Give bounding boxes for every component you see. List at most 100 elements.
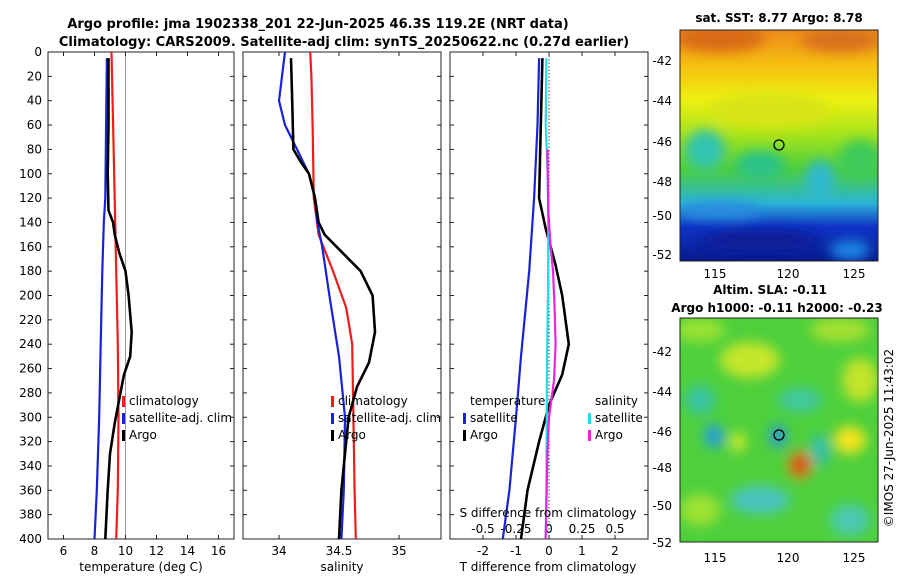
temperature-series-climatology	[110, 51, 120, 540]
difference-secondary-xtick-label: 0	[545, 522, 553, 536]
sla-xtick: 120	[777, 551, 800, 565]
legend-title-temperature: temperature	[470, 394, 545, 408]
temperature-series-satellite-adj-clim	[93, 58, 108, 540]
legend-swatch-s-satellite	[588, 413, 591, 424]
depth-tick-label: 260	[19, 362, 42, 376]
legend-label: climatology	[129, 394, 199, 408]
sla-ytick: -46	[652, 425, 672, 439]
depth-tick-label: 40	[27, 94, 42, 108]
sst-argo-marker	[773, 139, 785, 151]
difference-xlabel-top: S difference from climatology	[460, 506, 637, 520]
depth-tick-label: 320	[19, 435, 42, 449]
depth-tick-label: 80	[27, 142, 42, 156]
legend-label: Argo	[470, 428, 498, 442]
salinity-xtick-label: 35	[391, 544, 406, 558]
temperature-legend: climatology satellite-adj. clim Argo	[122, 394, 232, 442]
salinity-series-climatology	[309, 51, 357, 540]
difference-chart: -2 -1 0 1 2-0.5 -0.25 0 0.25 0.5	[450, 51, 648, 558]
legend-label: Argo	[129, 428, 157, 442]
temperature-xtick-label: 8	[91, 544, 99, 558]
legend-swatch-climatology	[122, 396, 125, 407]
sla-map-yticks: -42 -44 -46 -48 -50 -52	[652, 345, 672, 550]
temperature-panel	[47, 51, 235, 540]
sst-ytick: -44	[652, 94, 672, 108]
sst-map-title: sat. SST: 8.77 Argo: 8.78	[695, 11, 862, 25]
salinity-xtick-label: 34	[271, 544, 286, 558]
depth-tick-label: 360	[19, 483, 42, 497]
sla-map	[680, 318, 878, 542]
legend-label: Argo	[338, 428, 366, 442]
depth-tick-label: 280	[19, 386, 42, 400]
legend-swatch-s-argo	[588, 430, 591, 441]
difference-series-temperature-satellite	[501, 58, 541, 540]
sst-ytick: -50	[652, 209, 672, 223]
sla-map-title-line1: Altim. SLA: -0.11	[713, 283, 827, 297]
sla-ytick: -44	[652, 385, 672, 399]
legend-title-salinity: salinity	[595, 394, 638, 408]
depth-tick-label: 200	[19, 289, 42, 303]
sla-xtick: 125	[843, 551, 866, 565]
temperature-xtick-label: 10	[118, 544, 133, 558]
depth-axis-labels: 0 20 40 60 80 100 120 140 160 180 200 220 240 260 280 3…	[19, 45, 42, 546]
depth-tick-label: 120	[19, 191, 42, 205]
temperature-series-argo	[104, 58, 133, 540]
sst-map-xticks: 115 120 125	[704, 267, 866, 281]
figure-title-line2: Climatology: CARS2009. Satellite-adj cli…	[59, 35, 629, 50]
sst-ytick: -46	[652, 135, 672, 149]
temperature-chart: 6 8 10 12 14 16	[48, 51, 234, 558]
difference-legend: temperature satellite Argo salinity sate…	[463, 394, 643, 442]
sla-ytick: -52	[652, 536, 672, 550]
difference-xtick-label: 0	[545, 544, 553, 558]
legend-swatch-satellite	[331, 413, 334, 424]
depth-tick-label: 60	[27, 118, 42, 132]
depth-tick-label: 340	[19, 459, 42, 473]
depth-tick-label: 0	[34, 45, 42, 59]
depth-tick-label: 160	[19, 240, 42, 254]
depth-tick-label: 100	[19, 167, 42, 181]
sla-ytick: -42	[652, 345, 672, 359]
sst-map	[680, 30, 878, 261]
difference-xtick-label: 1	[578, 544, 586, 558]
depth-tick-label: 300	[19, 410, 42, 424]
sla-map-title-line2: Argo h1000: -0.11 h2000: -0.23	[671, 301, 882, 315]
sla-argo-marker	[773, 429, 785, 441]
temperature-xtick-label: 6	[60, 544, 68, 558]
depth-tick-label: 20	[27, 69, 42, 83]
temperature-xtick-label: 16	[211, 544, 226, 558]
depth-tick-label: 380	[19, 508, 42, 522]
legend-label: satellite	[595, 411, 643, 425]
sst-map-yticks: -42 -44 -46 -48 -50 -52	[652, 54, 672, 262]
sst-xtick: 120	[777, 267, 800, 281]
legend-swatch-argo	[122, 430, 125, 441]
difference-series-salinity-argo	[544, 149, 557, 540]
difference-xtick-label: -2	[477, 544, 489, 558]
legend-swatch-t-satellite	[463, 413, 466, 424]
sla-xtick: 115	[704, 551, 727, 565]
imos-credit: ©IMOS 27-Jun-2025 11:43:02	[882, 349, 896, 527]
salinity-xtick-label: 34.5	[326, 544, 353, 558]
sst-xtick: 115	[704, 267, 727, 281]
salinity-legend: climatology satellite-adj. clim Argo	[331, 394, 441, 442]
depth-tick-label: 140	[19, 215, 42, 229]
depth-tick-label: 180	[19, 264, 42, 278]
legend-label: Argo	[595, 428, 623, 442]
sst-ytick: -52	[652, 248, 672, 262]
difference-secondary-xtick-label: -0.5	[471, 522, 494, 536]
figure-title-line1: Argo profile: jma 1902338_201 22-Jun-202…	[67, 17, 568, 32]
legend-swatch-climatology	[331, 396, 334, 407]
salinity-series-argo	[289, 58, 377, 540]
legend-label: satellite-adj. clim	[338, 411, 441, 425]
sla-map-xticks: 115 120 125	[704, 551, 866, 565]
difference-xtick-label: 2	[611, 544, 619, 558]
difference-xtick-label: -1	[510, 544, 522, 558]
legend-swatch-t-argo	[463, 430, 466, 441]
sst-ytick: -48	[652, 175, 672, 189]
salinity-xlabel: salinity	[320, 560, 363, 574]
salinity-chart: 34 34.5 35	[243, 51, 441, 558]
legend-label: satellite	[470, 411, 518, 425]
depth-tick-label: 240	[19, 337, 42, 351]
sla-ytick: -48	[652, 461, 672, 475]
difference-series-temperature-argo	[519, 58, 571, 540]
difference-secondary-xtick-label: 0.5	[605, 522, 624, 536]
